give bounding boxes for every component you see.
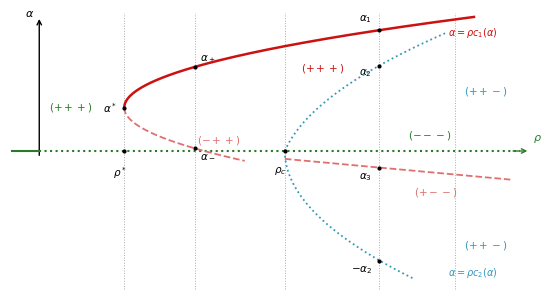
Text: $\rho$: $\rho$ [532,133,542,145]
Text: $\alpha$: $\alpha$ [25,9,34,19]
Text: $\alpha_+$: $\alpha_+$ [200,53,216,65]
Text: $\rho^*$: $\rho^*$ [112,165,127,181]
Text: $(+++)$: $(+++)$ [49,101,92,114]
Text: $\rho_c$: $\rho_c$ [274,165,286,177]
Text: $\alpha = \rho c_2(\alpha)$: $\alpha = \rho c_2(\alpha)$ [448,266,497,280]
Text: $(- - -)$: $(- - -)$ [407,129,451,142]
Text: $\alpha_2$: $\alpha_2$ [359,68,372,79]
Text: $(+--)$: $(+--)$ [414,186,458,199]
Text: $(+++)$: $(+++)$ [301,62,344,75]
Text: $(++-)$: $(++-)$ [464,239,508,252]
Text: $\alpha_3$: $\alpha_3$ [359,172,372,183]
Text: $-\alpha_2$: $-\alpha_2$ [351,265,372,276]
Text: $\alpha^*$: $\alpha^*$ [103,101,117,114]
Text: $\alpha_1$: $\alpha_1$ [359,13,372,25]
Text: $(-++)$: $(-++)$ [197,134,240,147]
Text: $\alpha = \rho c_1(\alpha)$: $\alpha = \rho c_1(\alpha)$ [448,26,497,40]
Text: $(++-)$: $(++-)$ [464,85,508,98]
Text: $\alpha_-$: $\alpha_-$ [200,151,215,161]
